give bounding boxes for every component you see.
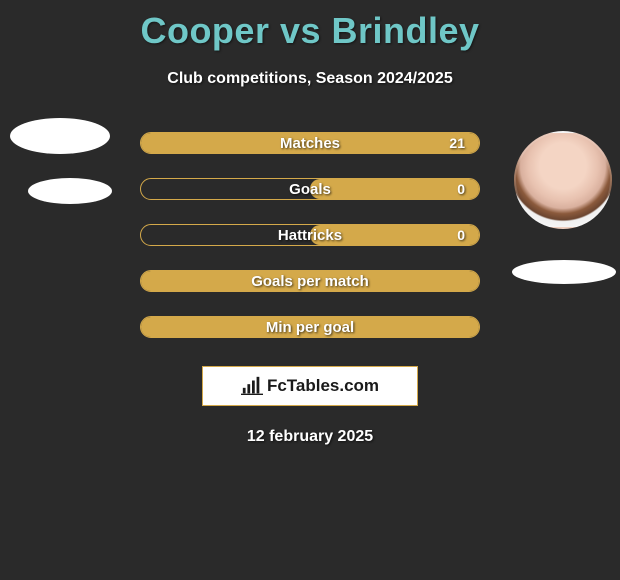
stat-row-matches: Matches 21 — [140, 132, 480, 154]
stat-value-right: 0 — [457, 181, 465, 197]
stat-label: Min per goal — [266, 319, 354, 336]
date-label: 12 february 2025 — [0, 428, 620, 446]
player-right-avatar — [514, 131, 612, 229]
logo-box: FcTables.com — [202, 366, 418, 406]
logo-text: FcTables.com — [267, 376, 379, 396]
stat-value-right: 0 — [457, 227, 465, 243]
player-right-shadow — [512, 260, 616, 284]
stat-row-min-per-goal: Min per goal — [140, 316, 480, 338]
player-left-shadow — [28, 178, 112, 204]
stat-label: Goals per match — [251, 273, 369, 290]
stat-row-goals: Goals 0 — [140, 178, 480, 200]
barchart-icon — [241, 376, 263, 396]
player-left-avatar — [10, 118, 110, 154]
stat-row-hattricks: Hattricks 0 — [140, 224, 480, 246]
stat-label: Matches — [280, 135, 340, 152]
stat-row-goals-per-match: Goals per match — [140, 270, 480, 292]
stat-fill — [310, 179, 479, 199]
stat-value-right: 21 — [449, 135, 465, 151]
page-title: Cooper vs Brindley — [0, 0, 620, 52]
subtitle: Club competitions, Season 2024/2025 — [0, 70, 620, 88]
stat-label: Goals — [289, 181, 331, 198]
stat-label: Hattricks — [278, 227, 342, 244]
